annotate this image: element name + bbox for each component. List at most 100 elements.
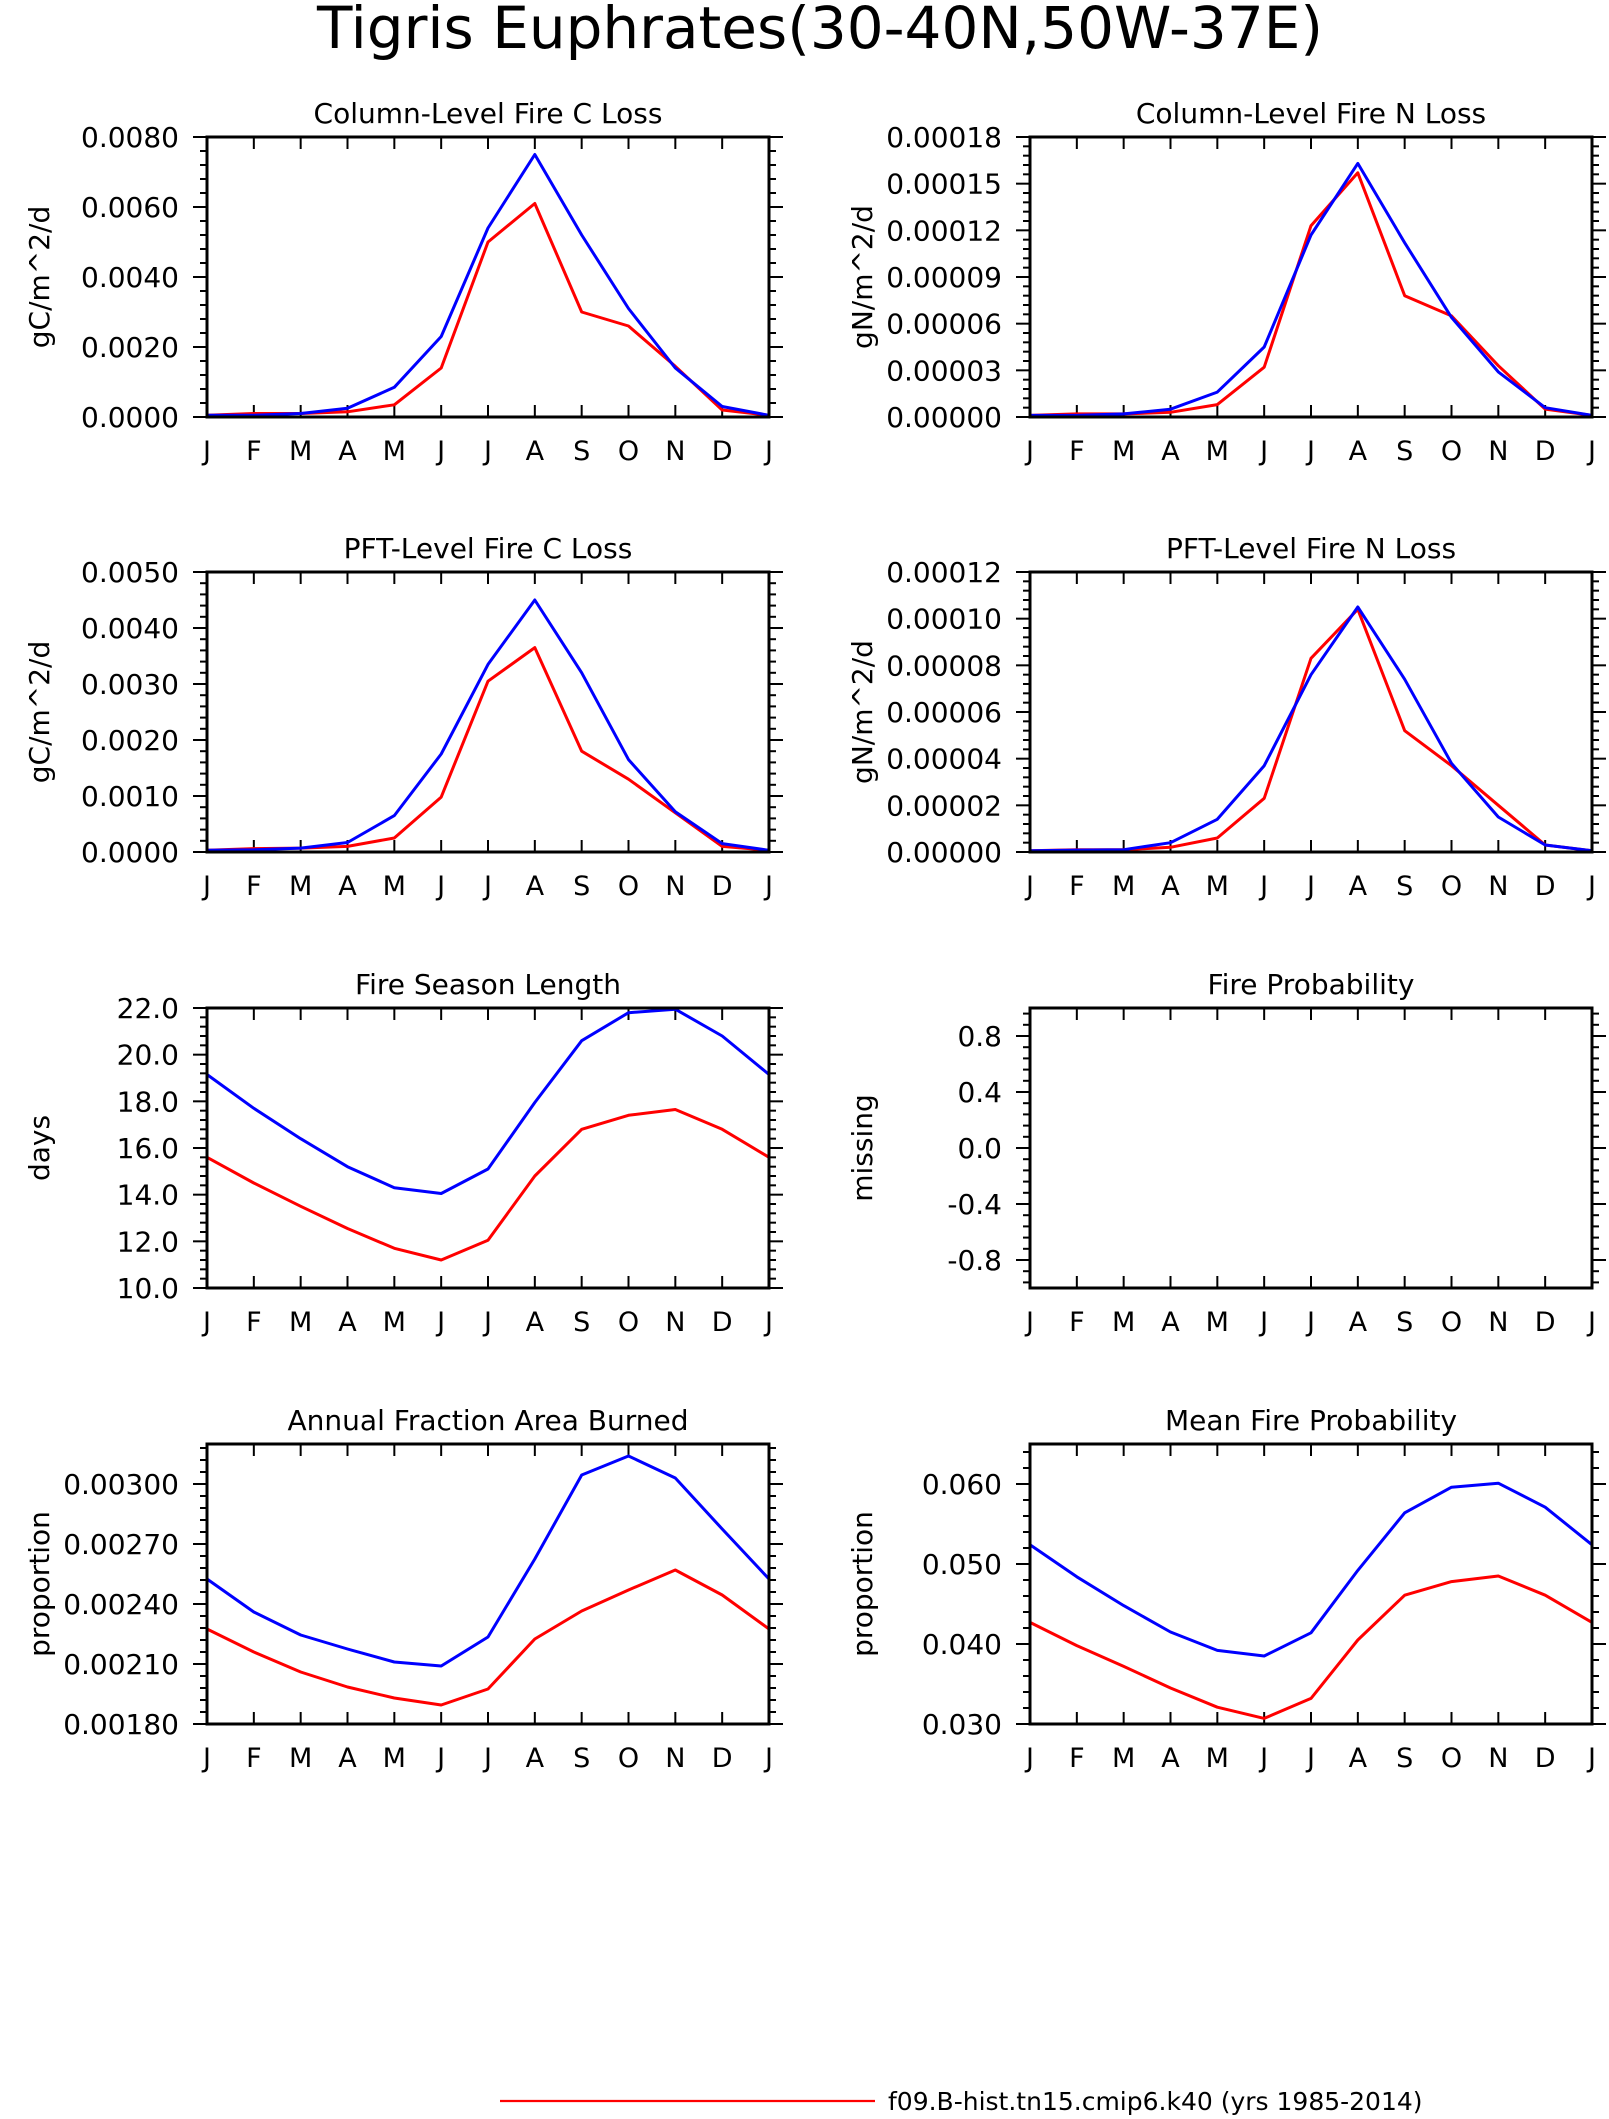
x-tick-label: J <box>1258 1743 1268 1774</box>
y-axis-label: proportion <box>23 1511 56 1657</box>
plot-frame <box>205 1006 771 1290</box>
x-tick-label: J <box>482 436 492 467</box>
x-tick-label: J <box>1305 1307 1315 1338</box>
x-tick-label: J <box>1586 871 1596 902</box>
series-line-2 <box>1029 1481 1593 1658</box>
series-line-2 <box>1030 161 1593 417</box>
plot-frame <box>205 1442 771 1726</box>
x-tick-label: J <box>1024 1307 1034 1338</box>
y-tick-label: 0.0010 <box>81 780 179 813</box>
x-tick-label: N <box>665 871 685 902</box>
y-tick-label: 0.00009 <box>886 261 1002 294</box>
x-tick-label: O <box>618 1743 639 1774</box>
x-tick-label: J <box>1258 436 1268 467</box>
chart-title: Fire Probability <box>1208 968 1415 1001</box>
y-tick-label: 20.0 <box>117 1039 179 1072</box>
y-tick-label: 0.00300 <box>63 1468 179 1501</box>
plot-frame <box>1028 1006 1594 1290</box>
y-tick-label: 0.00008 <box>886 649 1002 682</box>
y-tick-label: 10.0 <box>117 1272 179 1305</box>
x-tick-label: O <box>1441 1307 1462 1338</box>
x-tick-label: A <box>526 436 545 467</box>
x-tick-label: F <box>1069 871 1085 902</box>
x-tick-label: F <box>1069 1743 1085 1774</box>
y-tick-label: 0.060 <box>922 1468 1002 1501</box>
x-tick-label: F <box>246 1307 262 1338</box>
x-tick-label: A <box>1349 436 1368 467</box>
x-tick-label: J <box>763 436 773 467</box>
figure-title: Tigris Euphrates(30-40N,50W-37E) <box>316 0 1323 62</box>
x-tick-label: A <box>526 871 545 902</box>
chart-title: Fire Season Length <box>355 968 621 1001</box>
y-axis-label: missing <box>846 1094 879 1202</box>
series-line-1 <box>206 1568 770 1707</box>
x-tick-label: A <box>526 1743 545 1774</box>
x-tick-label: S <box>1396 436 1413 467</box>
x-tick-label: S <box>1396 871 1413 902</box>
x-tick-label: J <box>482 1307 492 1338</box>
x-tick-label: J <box>201 1307 211 1338</box>
x-tick-label: A <box>1161 1743 1180 1774</box>
x-tick-label: S <box>573 1307 590 1338</box>
y-tick-label: 0.050 <box>922 1548 1002 1581</box>
x-tick-label: J <box>1305 436 1315 467</box>
y-tick-label: 0.00018 <box>886 121 1002 154</box>
x-tick-label: D <box>712 1307 733 1338</box>
figure-legend: f09.B-hist.tn15.cmip6.k40 (yrs 1985-2014… <box>500 2087 1423 2116</box>
x-tick-label: J <box>763 1743 773 1774</box>
x-tick-label: J <box>1586 1307 1596 1338</box>
x-tick-label: M <box>383 871 406 902</box>
y-tick-label: 0.00002 <box>886 789 1002 822</box>
x-tick-label: J <box>482 1743 492 1774</box>
x-tick-label: S <box>573 436 590 467</box>
x-tick-label: M <box>383 1743 406 1774</box>
x-tick-label: J <box>435 1743 445 1774</box>
x-tick-label: O <box>1441 871 1462 902</box>
x-tick-label: J <box>482 871 492 902</box>
chart-title: Column-Level Fire C Loss <box>314 97 663 130</box>
series-line-2 <box>207 153 770 417</box>
series-line-1 <box>1029 1574 1593 1720</box>
y-axis-label: gC/m^2/d <box>23 641 56 784</box>
x-tick-label: A <box>1161 436 1180 467</box>
y-axis-label: proportion <box>846 1511 879 1657</box>
y-tick-label: 0.00270 <box>63 1528 179 1561</box>
y-tick-label: 0.00210 <box>63 1648 179 1681</box>
y-tick-label: 18.0 <box>117 1085 179 1118</box>
x-tick-label: J <box>1305 871 1315 902</box>
y-tick-label: 0.8 <box>957 1020 1002 1053</box>
x-tick-label: J <box>1258 871 1268 902</box>
chart-title: PFT-Level Fire N Loss <box>1166 532 1456 565</box>
y-tick-label: 0.00004 <box>886 743 1002 776</box>
x-tick-label: J <box>1586 1743 1596 1774</box>
y-tick-label: 0.0040 <box>81 261 179 294</box>
y-tick-label: 0.0000 <box>81 401 179 434</box>
y-tick-label: 0.0080 <box>81 121 179 154</box>
y-tick-label: 0.00006 <box>886 308 1002 341</box>
x-tick-label: A <box>1161 1307 1180 1338</box>
x-tick-label: M <box>1206 1307 1229 1338</box>
series-line-1 <box>206 1108 770 1262</box>
x-tick-label: J <box>435 1307 445 1338</box>
y-tick-label: 0.0050 <box>81 556 179 589</box>
x-tick-label: M <box>383 436 406 467</box>
x-tick-label: J <box>201 1743 211 1774</box>
y-tick-label: 0.00000 <box>886 836 1002 869</box>
series-line-2 <box>206 598 770 852</box>
x-tick-label: M <box>1206 1743 1229 1774</box>
series-line-2 <box>1029 605 1593 853</box>
y-tick-label: 0.00003 <box>886 354 1002 387</box>
x-tick-label: J <box>201 436 211 467</box>
x-tick-label: S <box>1396 1307 1413 1338</box>
y-tick-label: 0.00012 <box>886 214 1002 247</box>
plot-frame <box>1028 570 1594 854</box>
x-tick-label: O <box>618 436 639 467</box>
y-tick-label: 16.0 <box>117 1132 179 1165</box>
x-tick-label: D <box>712 871 733 902</box>
x-tick-label: A <box>338 1307 357 1338</box>
